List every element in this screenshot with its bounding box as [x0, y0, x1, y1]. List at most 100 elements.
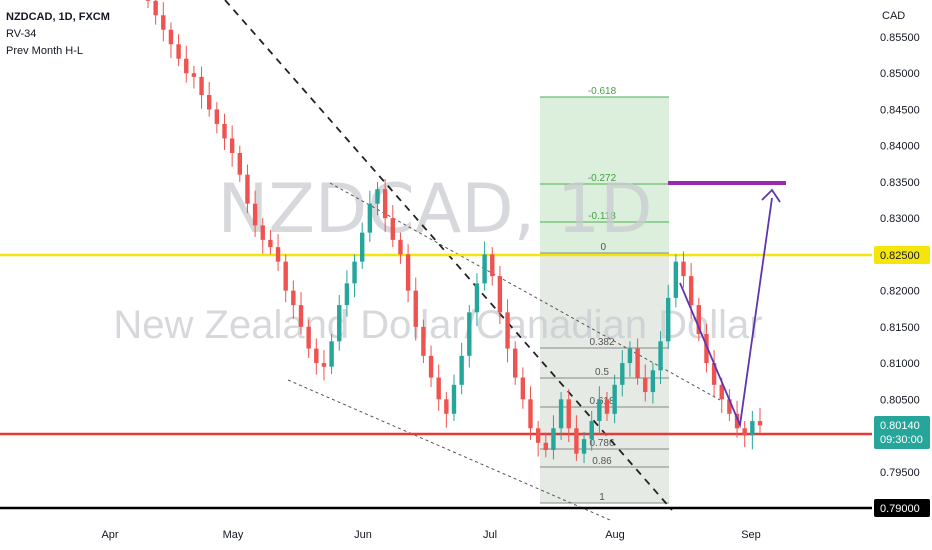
candle-body — [666, 297, 671, 342]
candle-body — [520, 377, 526, 400]
price-tick-label: 0.84000 — [880, 141, 920, 153]
candle-body — [750, 421, 755, 436]
price-tick-label: 0.83500 — [880, 177, 920, 189]
candle-body — [329, 341, 334, 367]
candle-body — [711, 363, 717, 385]
time-label: Apr — [101, 529, 118, 541]
fib-level-label: 0.618 — [589, 396, 614, 407]
fib-level-label: 0 — [600, 242, 606, 253]
candle-body — [436, 377, 441, 400]
candle-body — [245, 174, 250, 204]
fib-level-label: -0.118 — [588, 211, 616, 222]
last-price-tag — [874, 416, 930, 449]
candle-body — [344, 283, 350, 306]
price-axis-currency: CAD — [882, 10, 905, 22]
candle-body — [214, 109, 220, 124]
price-tick-label: 0.83000 — [880, 213, 920, 225]
fib-level-label: -0.618 — [588, 86, 617, 97]
watermark-name: New Zealand Dollar/Canadian Dollar — [113, 303, 762, 347]
candle-body — [428, 355, 434, 378]
candle-body — [382, 189, 388, 219]
fib-level-label: 0.86 — [592, 456, 612, 467]
time-label: Jul — [483, 529, 497, 541]
candle-body — [237, 152, 242, 175]
candle-body — [650, 370, 656, 393]
projection-arrowhead — [761, 188, 781, 203]
countdown-label: 09:30:00 — [880, 434, 923, 446]
candle-body — [184, 58, 189, 74]
candle-body — [627, 348, 633, 364]
chart-legend: NZDCAD, 1D, FXCM RV-34 Prev Month H-L — [6, 9, 110, 60]
candle-body — [727, 399, 732, 414]
candle-body — [145, 0, 151, 1]
candle-body — [604, 399, 610, 414]
candle-body — [168, 29, 174, 45]
yellow-level-label: 0.82500 — [880, 250, 920, 262]
fib-level-label: -0.272 — [588, 173, 617, 184]
price-tick-label: 0.81500 — [880, 322, 920, 334]
candle-body — [482, 254, 487, 284]
time-axis[interactable]: Apr May Jun Jul Aug Sep — [101, 529, 760, 541]
legend-indicator-prev-month[interactable]: Prev Month H-L — [6, 45, 84, 57]
candle-body — [620, 363, 625, 385]
fib-level-label: 1 — [599, 492, 605, 503]
black-level-label: 0.79000 — [880, 503, 920, 515]
candle-body — [535, 428, 541, 443]
legend-symbol[interactable]: NZDCAD, 1D, FXCM — [6, 11, 110, 23]
candle-body — [566, 399, 571, 429]
candle-body — [688, 276, 694, 306]
candle-body — [505, 312, 510, 349]
candle-body — [490, 254, 495, 277]
channel-lower — [287, 379, 611, 521]
fib-levels: -0.618 -0.272 -0.118 0 0.382 0.5 0.618 0.786 0.8… — [540, 86, 669, 504]
candle-body — [643, 377, 648, 393]
candle-body — [352, 261, 357, 284]
time-label: Jun — [354, 529, 372, 541]
candle-body — [696, 305, 701, 335]
price-tick-label: 0.85000 — [880, 68, 920, 80]
candle-body — [176, 44, 181, 59]
price-tick-label: 0.80500 — [880, 394, 920, 406]
legend-indicator-rv[interactable]: RV-34 — [6, 28, 37, 40]
candle-body — [161, 15, 166, 30]
candle-body — [298, 305, 304, 327]
candle-body — [528, 399, 533, 429]
candle-body — [742, 428, 747, 436]
candle-body — [543, 442, 548, 451]
candle-body — [719, 384, 724, 400]
candle-body — [337, 305, 342, 342]
projection-path — [679, 197, 773, 429]
candle-body — [734, 413, 740, 429]
yellow-level-tag — [874, 246, 930, 264]
price-ticks: 0.85500 0.85000 0.84500 0.84000 0.83500 0.830… — [880, 32, 920, 479]
watermark-symbol: NZDCAD, 1D — [217, 170, 652, 249]
candle-body — [681, 261, 686, 277]
candle-body — [291, 290, 296, 306]
candle-body — [283, 261, 288, 291]
price-tick-label: 0.79500 — [880, 467, 920, 479]
candle-body — [589, 421, 594, 440]
candle-body — [451, 384, 457, 414]
candle-body — [207, 94, 212, 110]
candle-body — [229, 138, 235, 153]
candle-body — [306, 326, 311, 349]
candle-body — [474, 283, 480, 313]
candle-body — [459, 355, 464, 385]
candle-body — [153, 0, 158, 16]
candle-body — [375, 189, 380, 204]
candle-body — [321, 363, 327, 367]
black-level-tag — [874, 499, 930, 517]
candle-body — [260, 225, 265, 240]
candle-body — [199, 76, 204, 95]
candle-body — [405, 254, 411, 291]
candle-body — [444, 399, 449, 414]
candle-body — [581, 439, 587, 454]
time-label: Aug — [605, 529, 625, 541]
candle-body — [398, 239, 403, 255]
candle-body — [757, 421, 763, 426]
price-tick-label: 0.85500 — [880, 32, 920, 44]
candle-body — [421, 326, 426, 356]
candle-body — [704, 334, 709, 364]
fib-level-label: 0.5 — [595, 367, 609, 378]
